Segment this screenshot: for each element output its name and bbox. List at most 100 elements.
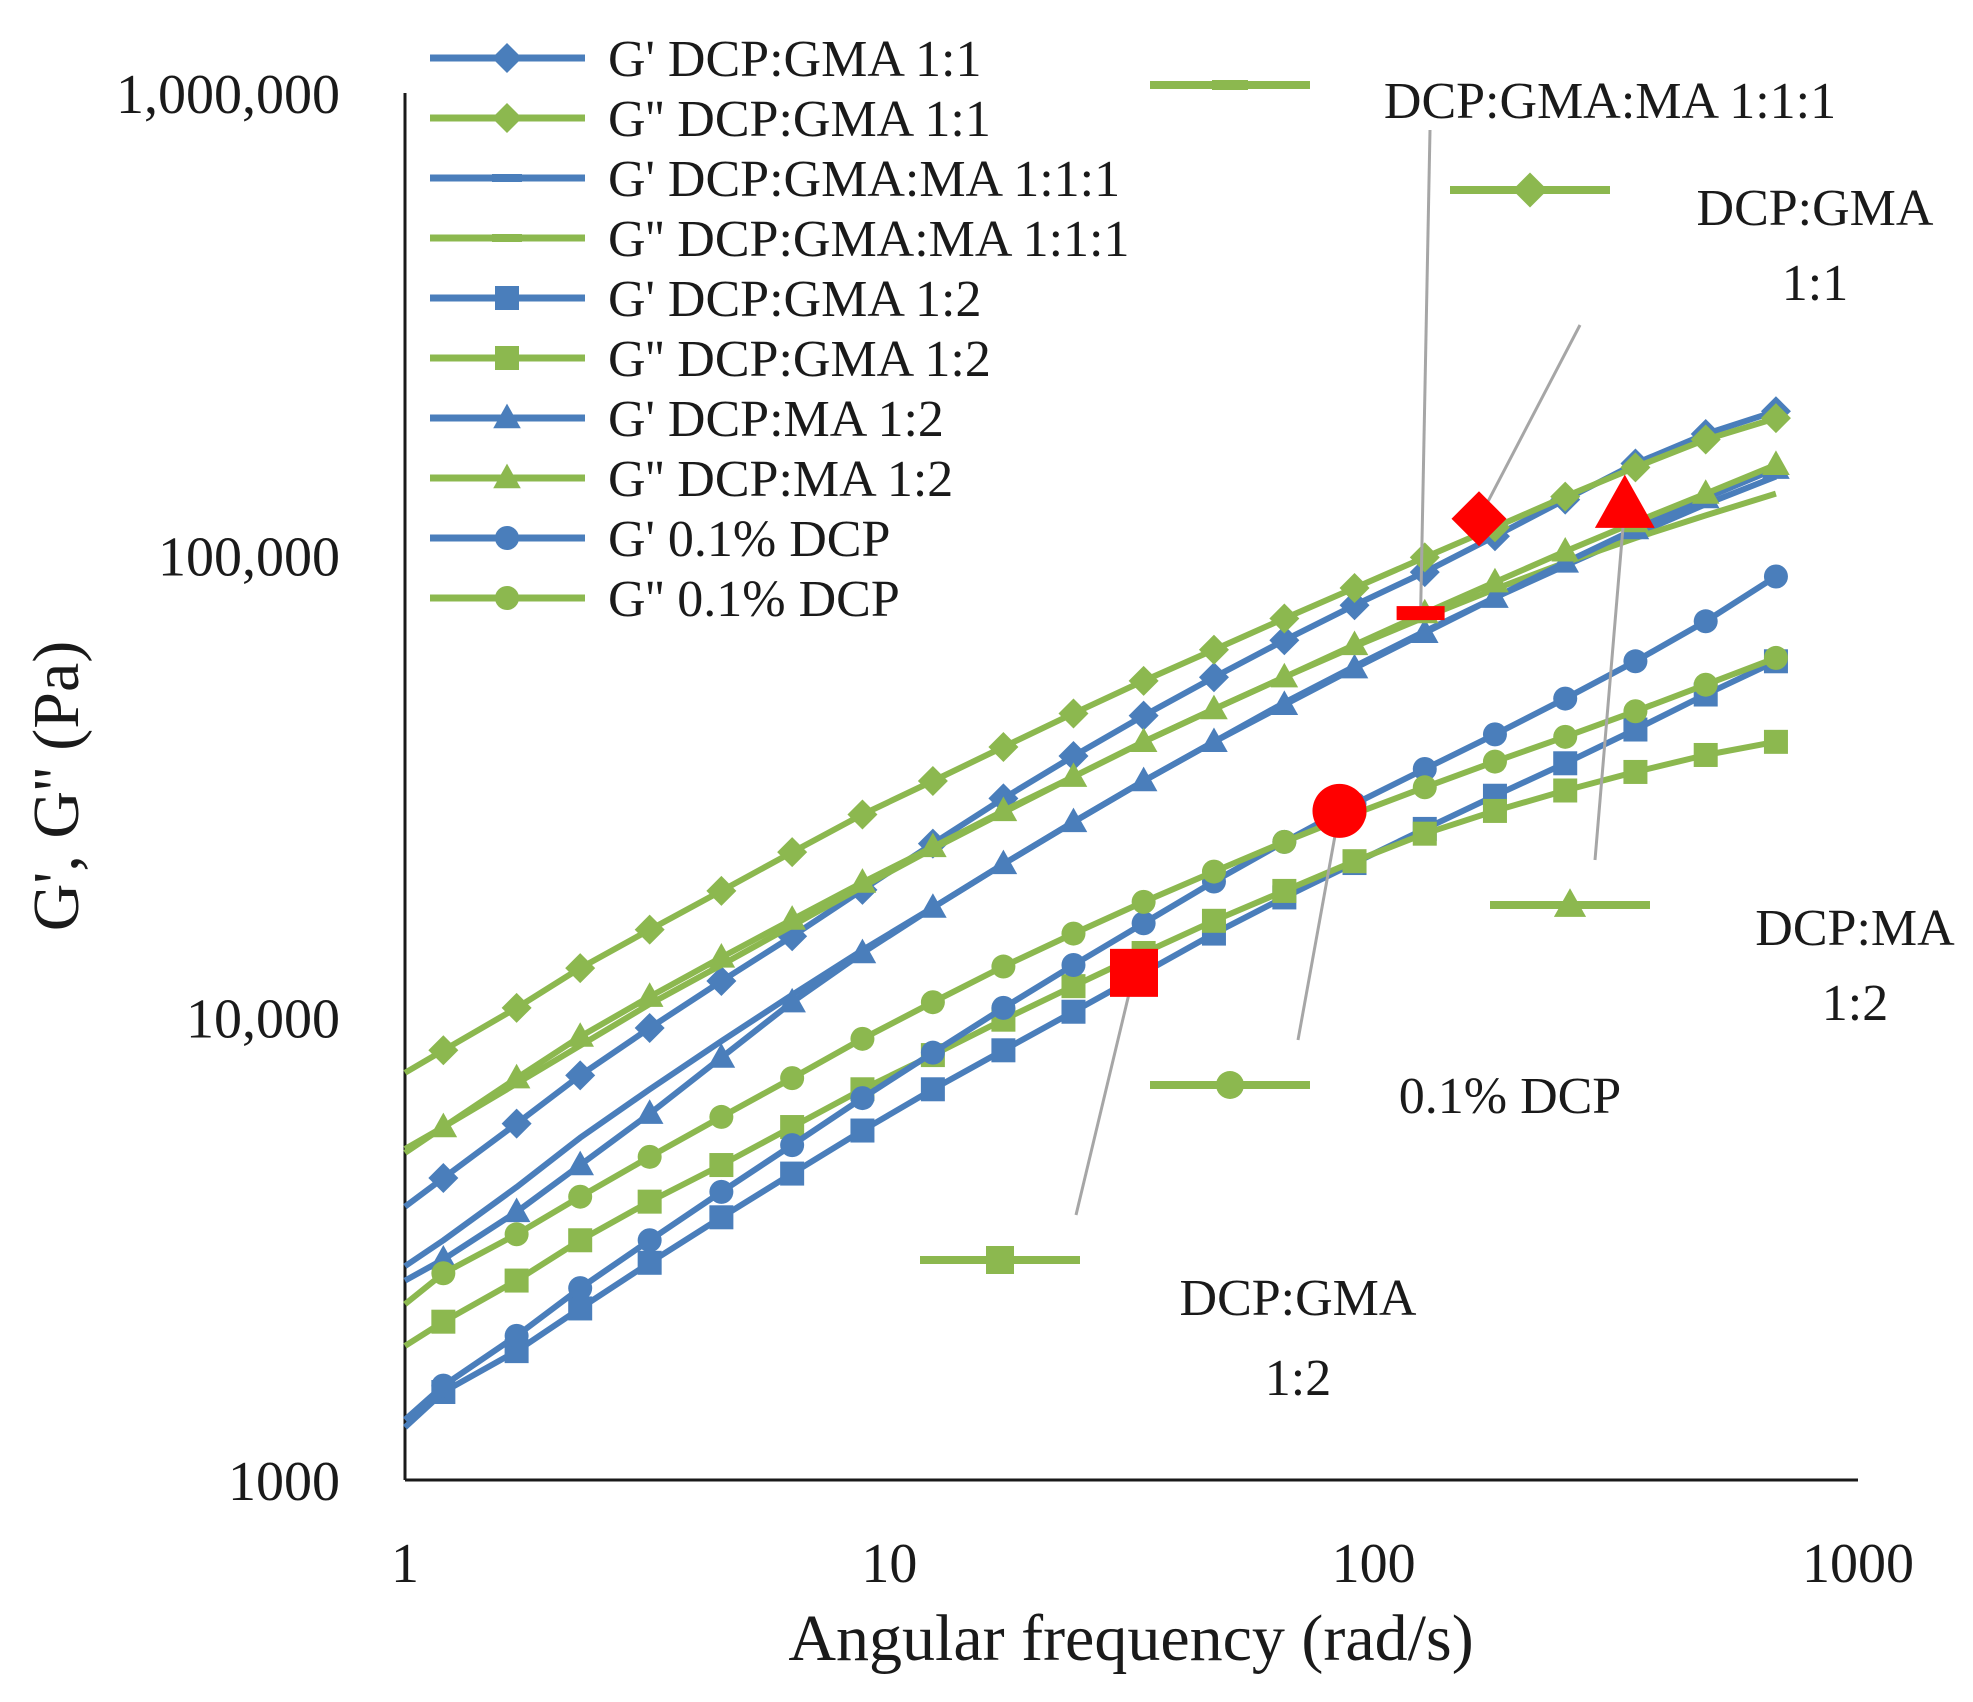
crossover-marker-dcp-ma-1-2 — [1594, 474, 1655, 528]
data-point-g-gdp-dcp-ma-1-2 — [1691, 479, 1720, 504]
legend-label: G'' DCP:GMA 1:2 — [608, 331, 991, 388]
crossover-layer — [1109, 474, 1655, 997]
y-tick-labels: 1000 10,000 100,000 1,000,000 — [116, 64, 340, 1513]
legend-marker — [493, 403, 521, 429]
data-point-g-gp-0-1-dcp — [568, 1276, 593, 1301]
data-point-g-gdp-dcp-gma-1-1 — [565, 953, 596, 984]
data-point-g-gp-dcp-ma-1-2 — [848, 938, 877, 964]
data-point-g-gdp-dcp-gma-1-1 — [1690, 424, 1721, 455]
data-point-g-gp-0-1-dcp — [637, 1228, 662, 1253]
data-point-g-gdp-0-1-dcp — [637, 1144, 662, 1169]
data-point-g-gdp-0-1-dcp — [780, 1066, 805, 1091]
data-point-g-gp-dcp-gma-1-2 — [850, 1118, 875, 1143]
annotation-label: 1:2 — [1822, 975, 1888, 1032]
annotation-swatch-marker — [1212, 80, 1248, 90]
data-point-g-gdp-dcp-gma-1-2 — [1412, 821, 1437, 846]
x-tick-label: 1000 — [1802, 1533, 1914, 1595]
data-point-g-gdp-dcp-ma-1-2 — [502, 1063, 531, 1089]
data-point-g-gp-dcp-gma-1-1 — [634, 1012, 665, 1043]
crossover-marker-0-1-dcp — [1312, 783, 1367, 838]
data-point-g-gp-0-1-dcp — [850, 1086, 875, 1111]
x-tick-labels: 1 10 100 1000 — [391, 1533, 1914, 1595]
data-point-g-gdp-dcp-gma-1-2 — [1061, 974, 1086, 999]
annotation-dcp-ma-1-2: DCP:MA 1:2 — [1490, 888, 1955, 1032]
data-point-g-gp-dcp-ma-1-2 — [989, 849, 1018, 875]
data-point-g-gdp-0-1-dcp — [504, 1222, 529, 1247]
data-point-g-gp-dcp-ma-1-2 — [1200, 727, 1228, 753]
data-point-g-gdp-dcp-gma-1-2 — [568, 1228, 593, 1253]
data-point-g-gdp-dcp-ma-1-2 — [635, 982, 664, 1007]
annotation-dcp-gma-1-1: DCP:GMA 1:1 — [1450, 172, 1934, 312]
data-point-g-gdp-dcp-ma-1-2 — [1340, 630, 1369, 656]
data-point-g-gdp-dcp-gma-1-1 — [777, 837, 808, 868]
leader-layer — [1074, 129, 1627, 1216]
data-point-g-gp-dcp-gma-1-2 — [637, 1250, 662, 1275]
data-point-g-gdp-dcp-gma-1-1 — [634, 914, 665, 945]
data-point-g-gdp-dcp-ma-1-2 — [1481, 567, 1509, 593]
data-point-g-gdp-dcp-gma-1-1 — [1269, 603, 1300, 634]
legend-item: G' DCP:GMA 1:2 — [430, 271, 981, 328]
data-point-g-gdp-dcp-ma-1-2 — [1200, 694, 1228, 720]
legend: G' DCP:GMA 1:1G'' DCP:GMA 1:1G' DCP:GMA:… — [430, 31, 1130, 628]
crossover-marker-dcp-gma-1-1 — [1451, 491, 1507, 547]
annotation-label: DCP:GMA:MA 1:1:1 — [1384, 73, 1836, 130]
data-point-g-gdp-0-1-dcp — [920, 990, 945, 1015]
series-g-gdp-0-1-dcp — [403, 645, 1788, 1307]
data-point-g-gdp-0-1-dcp — [568, 1184, 593, 1209]
data-point-g-gdp-dcp-ma-1-2 — [919, 832, 947, 858]
crossover-marker-dcp-gma-ma-1-1-1 — [1396, 606, 1445, 621]
data-point-g-gp-dcp-ma-1-2 — [1129, 766, 1158, 792]
legend-marker — [495, 586, 519, 610]
data-point-g-gdp-0-1-dcp — [1201, 859, 1226, 884]
data-point-g-gp-dcp-gma-1-2 — [991, 1038, 1016, 1063]
series-g-gdp-dcp-gma-1-2 — [403, 729, 1788, 1349]
data-point-g-gdp-dcp-gma-1-2 — [1623, 759, 1648, 784]
series-line-g-gdp-dcp-gma-1-2 — [403, 738, 1777, 1349]
annotation-label: DCP:GMA — [1697, 180, 1934, 237]
data-point-g-gdp-0-1-dcp — [1412, 775, 1437, 800]
data-point-g-gp-dcp-ma-1-2 — [1481, 583, 1509, 608]
data-point-g-gp-0-1-dcp — [1553, 686, 1578, 711]
data-point-g-gdp-dcp-ma-1-2 — [566, 1022, 594, 1047]
data-point-g-gp-dcp-gma-1-2 — [780, 1161, 805, 1186]
data-point-g-gp-dcp-gma-1-2 — [1553, 751, 1578, 776]
data-point-g-gp-dcp-gma-1-2 — [568, 1296, 593, 1321]
data-point-g-gdp-dcp-gma-1-2 — [1763, 729, 1788, 754]
y-tick-label: 1000 — [228, 1451, 340, 1513]
annotation-leader-line — [1074, 972, 1136, 1216]
data-point-g-gdp-0-1-dcp — [1693, 672, 1718, 697]
annotation-dcp-gma-1-2: DCP:GMA 1:2 — [920, 1246, 1417, 1407]
data-point-g-gp-0-1-dcp — [920, 1040, 945, 1065]
annotation-swatch-marker — [1553, 888, 1587, 917]
data-point-g-gp-dcp-gma-1-1 — [1058, 741, 1089, 772]
annotation-leader-line — [1593, 505, 1627, 861]
data-point-g-gdp-dcp-ma-1-2 — [707, 943, 736, 968]
data-point-g-gp-dcp-ma-1-2 — [502, 1197, 531, 1223]
data-point-g-gp-0-1-dcp — [780, 1133, 805, 1158]
data-point-g-gdp-dcp-gma-1-1 — [988, 731, 1019, 762]
data-point-g-gdp-dcp-gma-1-2 — [1693, 742, 1718, 767]
series-g-gp-0-1-dcp — [403, 564, 1788, 1422]
legend-label: G' DCP:MA 1:2 — [608, 391, 944, 448]
data-point-g-gp-dcp-gma-1-1 — [428, 1162, 459, 1193]
data-point-g-gdp-dcp-gma-1-1 — [1620, 452, 1651, 483]
annotation-0-1-dcp: 0.1% DCP — [1150, 1068, 1621, 1125]
data-point-g-gdp-dcp-gma-1-2 — [637, 1189, 662, 1214]
data-point-g-gp-dcp-ma-1-2 — [566, 1150, 594, 1176]
annotation-swatch-marker — [1512, 172, 1548, 208]
annotation-dcp-gma-ma-1-1-1: DCP:GMA:MA 1:1:1 — [1150, 73, 1836, 130]
data-point-g-gdp-dcp-gma-1-2 — [1272, 878, 1297, 903]
legend-marker — [495, 346, 519, 370]
legend-label: G'' DCP:MA 1:2 — [608, 451, 953, 508]
series-g-gdp-dcp-ma-1-2 — [403, 450, 1790, 1156]
data-point-g-gdp-0-1-dcp — [1482, 749, 1507, 774]
data-point-g-gdp-dcp-gma-1-1 — [1128, 665, 1159, 696]
data-point-g-gdp-dcp-gma-1-2 — [504, 1268, 529, 1293]
annotation-leader-line — [1477, 324, 1582, 520]
legend-item: G' DCP:GMA:MA 1:1:1 — [430, 151, 1120, 208]
annotation-label: 0.1% DCP — [1399, 1068, 1621, 1125]
data-point-g-gdp-dcp-gma-1-1 — [1198, 634, 1229, 665]
data-point-g-gdp-dcp-gma-1-2 — [1201, 908, 1226, 933]
data-point-g-gp-dcp-gma-1-2 — [709, 1205, 734, 1230]
